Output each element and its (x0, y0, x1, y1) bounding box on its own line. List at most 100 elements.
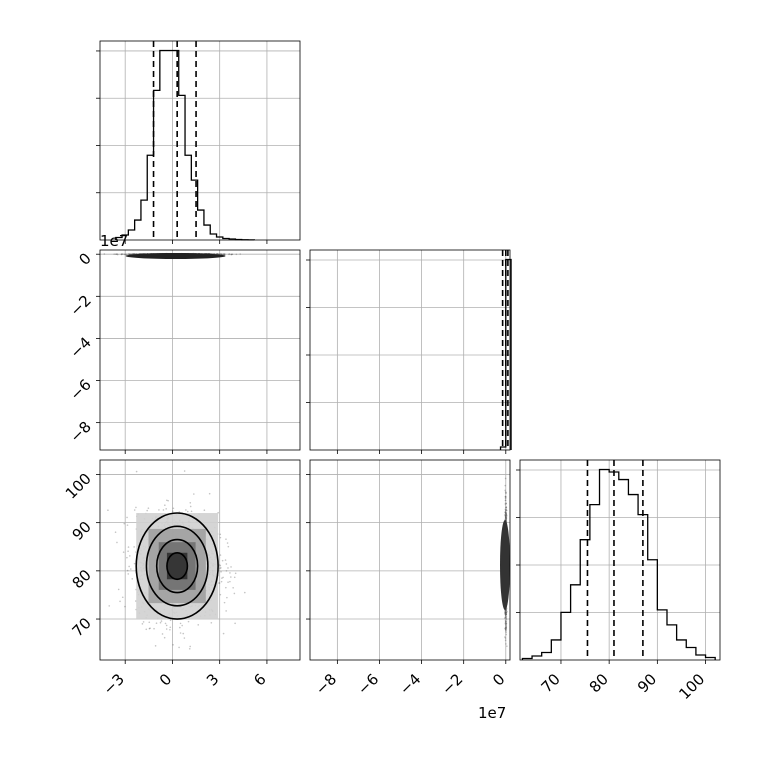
scatter-point (504, 609, 506, 612)
scatter-point (160, 620, 163, 622)
scatter-point (121, 596, 124, 599)
scatter-point (505, 517, 508, 519)
tick-label-x: −3 (100, 670, 128, 698)
scatter-point (219, 253, 221, 255)
tick-label-x: 90 (634, 670, 660, 696)
scatter-point (108, 605, 111, 607)
scatter-point (505, 624, 507, 627)
tick-label-x: 6 (250, 670, 269, 689)
scatter-point (504, 637, 507, 639)
scatter-point (505, 613, 507, 616)
scatter-point (125, 253, 128, 256)
scatter-point (504, 628, 507, 631)
scatter-point (504, 508, 507, 511)
scatter-point (146, 509, 148, 512)
scatter-point (504, 627, 507, 629)
scatter-point (169, 619, 172, 622)
scatter-point (505, 633, 508, 636)
scatter-point (504, 514, 506, 517)
scatter-point (505, 616, 507, 619)
contour-line (166, 551, 189, 581)
scatter-point (222, 253, 225, 255)
scatter-point (128, 555, 131, 557)
tick-label-x: −2 (438, 670, 466, 698)
scatter-point (505, 625, 507, 627)
scatter-point (504, 612, 506, 614)
scatter-point (505, 496, 507, 498)
scatter-point (124, 253, 126, 256)
scatter-point (504, 509, 507, 512)
tick-label-x: 0 (489, 670, 508, 689)
scatter-point (505, 629, 507, 631)
scatter-point (179, 622, 182, 625)
scatter-point (505, 613, 508, 616)
scatter-point (126, 569, 129, 572)
scatter-point (155, 622, 158, 625)
scatter-point (504, 613, 507, 616)
scatter-point (504, 623, 507, 625)
collapsed-density (125, 253, 226, 259)
scatter-point (218, 564, 221, 566)
scatter-point (225, 570, 228, 572)
scatter-point (127, 573, 130, 575)
scatter-point (228, 253, 231, 255)
scatter-point (505, 624, 507, 626)
panel-1-0 (99, 249, 301, 451)
scatter-point (225, 610, 227, 612)
scatter-point (505, 512, 507, 514)
scatter-point (505, 512, 507, 515)
scatter-point (218, 582, 220, 584)
scatter-point (505, 492, 507, 495)
scatter-point (505, 509, 507, 511)
scatter-point (128, 253, 131, 256)
scatter-point (179, 626, 181, 629)
scatter-point (148, 621, 151, 624)
scatter-point (188, 648, 191, 650)
offset-label-x: 1e7 (478, 704, 506, 722)
scatter-point (222, 632, 225, 635)
scatter-point (505, 519, 507, 521)
tick-label-y: 70 (69, 614, 95, 640)
scatter-point (224, 559, 227, 561)
scatter-point (504, 613, 507, 616)
scatter-point (504, 610, 507, 612)
scatter-point (505, 506, 508, 508)
scatter-point (504, 484, 507, 487)
scatter-point (220, 253, 223, 256)
scatter-point (229, 572, 231, 574)
scatter-point (221, 253, 224, 256)
scatter-point (187, 620, 190, 623)
scatter-point (505, 515, 507, 517)
scatter-point (185, 509, 187, 511)
scatter-point (158, 509, 160, 511)
tick-label-x: 100 (675, 670, 708, 703)
scatter-point (233, 576, 236, 579)
scatter-point (169, 628, 171, 631)
scatter-point (133, 562, 136, 565)
scatter-point (226, 596, 228, 599)
scatter-point (165, 628, 168, 630)
offset-label-y: 1e7 (100, 232, 128, 250)
scatter-point (505, 643, 507, 645)
scatter-point (133, 509, 136, 511)
scatter-point (130, 568, 132, 570)
scatter-point (103, 253, 106, 255)
scatter-point (221, 559, 224, 562)
scatter-point (167, 499, 169, 502)
scatter-point (505, 508, 507, 511)
scatter-point (145, 628, 148, 631)
scatter-point (134, 600, 137, 602)
scatter-point (178, 646, 180, 649)
scatter-point (186, 510, 189, 513)
scatter-point (135, 506, 137, 509)
scatter-point (504, 514, 507, 517)
scatter-point (189, 501, 192, 504)
scatter-point (223, 253, 226, 256)
scatter-point (193, 493, 195, 495)
scatter-point (127, 546, 130, 548)
scatter-point (504, 636, 506, 638)
scatter-point (128, 565, 130, 568)
tick-label-x: −4 (396, 670, 424, 698)
scatter-point (505, 627, 507, 630)
scatter-point (503, 617, 506, 620)
